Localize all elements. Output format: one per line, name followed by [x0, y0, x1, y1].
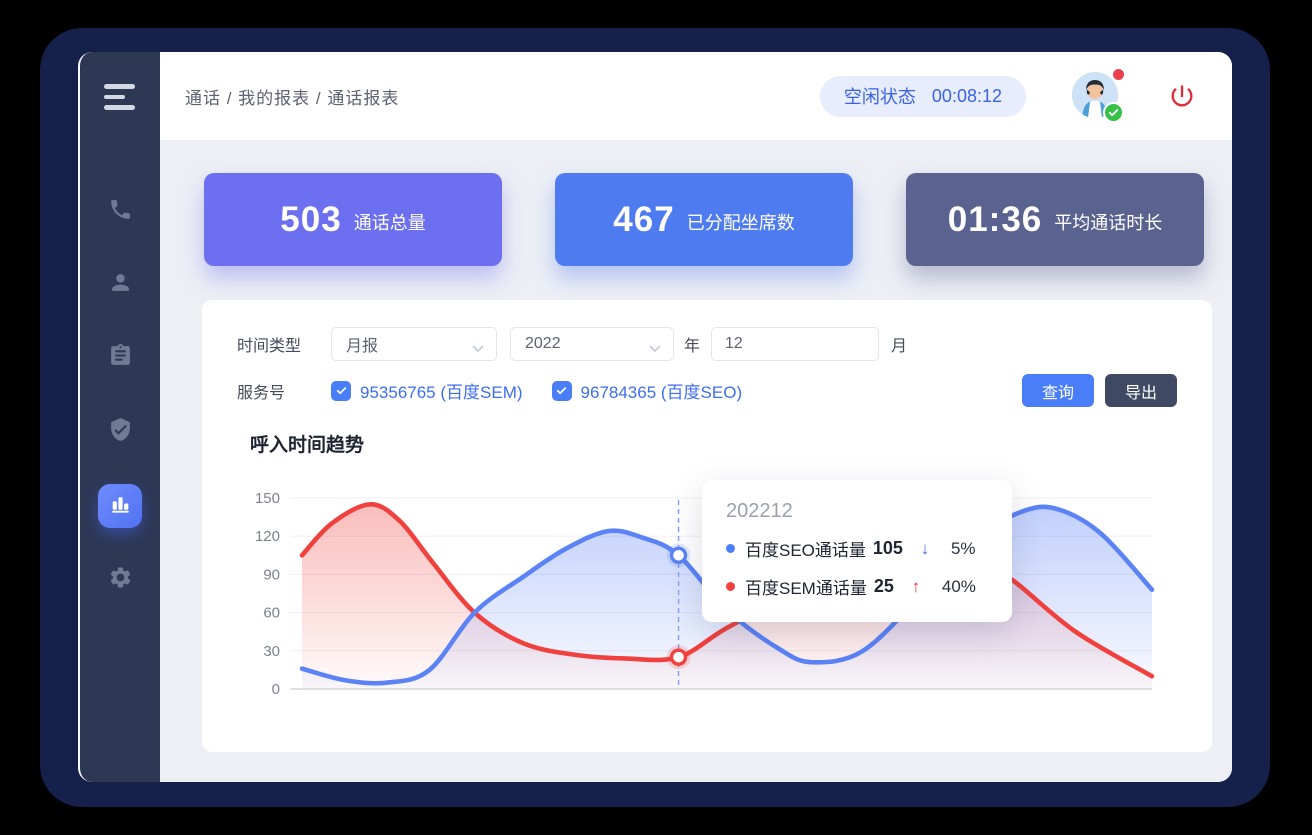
year-value: 2022	[525, 335, 561, 352]
gear-icon	[108, 565, 133, 595]
time-filter-row: 时间类型 月报 2022 年 月	[237, 327, 907, 361]
time-type-value: 月报	[346, 338, 379, 355]
tooltip-series-value: 105	[872, 538, 903, 558]
avatar-image	[1072, 72, 1118, 118]
header: 通话 / 我的报表 / 通话报表 空闲状态 00:08:12	[160, 52, 1232, 140]
sidebar-item-reports[interactable]	[98, 484, 142, 528]
phone-icon	[108, 197, 133, 227]
service-label: 服务号	[237, 384, 286, 402]
svg-text:90: 90	[263, 566, 280, 583]
tooltip-row-seo: 百度SEO通话量 105 ↓ 5%	[726, 536, 988, 561]
stat-label: 平均通话时长	[1054, 212, 1163, 233]
notification-dot	[1113, 69, 1124, 80]
query-button[interactable]: 查询	[1021, 374, 1094, 407]
shield-check-icon	[108, 417, 133, 447]
sidebar-item-contacts[interactable]	[98, 263, 142, 307]
app-window: 通话 / 我的报表 / 通话报表 空闲状态 00:08:12	[78, 52, 1232, 782]
report-panel: 时间类型 月报 2022 年 月 服务号 95356765 (百度SEM)	[202, 300, 1212, 752]
year-select[interactable]: 2022	[510, 327, 674, 361]
export-button[interactable]: 导出	[1104, 374, 1177, 407]
stat-label: 通话总量	[353, 212, 426, 233]
arrow-down-icon: ↓	[920, 538, 930, 558]
agent-status-badge[interactable]: 空闲状态 00:08:12	[819, 75, 1026, 117]
sidebar-item-settings[interactable]	[98, 558, 142, 602]
stat-cards: 503 通话总量 467 已分配坐席数 01:36 平均通话时长	[204, 173, 1204, 266]
online-check-icon	[1103, 102, 1124, 123]
stat-card-total-calls: 503 通话总量	[204, 173, 502, 266]
tooltip-series-value: 25	[873, 576, 894, 596]
sidebar	[80, 52, 160, 782]
stat-value: 467	[613, 199, 675, 239]
arrow-up-icon: ↑	[911, 576, 921, 596]
user-avatar[interactable]	[1072, 69, 1124, 123]
year-unit-label: 年	[684, 338, 701, 355]
tooltip-series-percent: 5%	[950, 538, 976, 558]
checkbox-checked-icon	[331, 380, 351, 401]
time-type-select[interactable]: 月报	[331, 327, 497, 361]
sidebar-item-security[interactable]	[98, 410, 142, 454]
stat-card-assigned-agents: 467 已分配坐席数	[555, 173, 853, 266]
clipboard-icon	[108, 343, 133, 373]
main-content: 503 通话总量 467 已分配坐席数 01:36 平均通话时长 时间类型 月报	[160, 140, 1232, 782]
trend-chart[interactable]: 0 30 60 90 120 150 202212 百度SEO通话量 105 ↓ 5%	[234, 480, 1180, 728]
service-checkbox-seo[interactable]: 96784365 (百度SEO)	[551, 378, 743, 403]
sidebar-item-calls[interactable]	[98, 190, 142, 234]
chevron-down-icon	[472, 340, 484, 358]
checkbox-checked-icon	[551, 380, 572, 401]
month-unit-label: 月	[891, 338, 908, 355]
stat-label: 已分配坐席数	[686, 212, 795, 233]
svg-text:150: 150	[255, 490, 280, 507]
chart-tooltip: 202212 百度SEO通话量 105 ↓ 5% 百度SEM通话量 25 ↑ 4…	[702, 480, 1012, 622]
menu-toggle-icon[interactable]	[104, 84, 136, 114]
svg-text:120: 120	[255, 528, 280, 545]
chevron-down-icon	[649, 340, 661, 358]
stat-value: 01:36	[947, 199, 1043, 239]
service-sem-label: 95356765 (百度SEM)	[360, 383, 523, 402]
chart-title: 呼入时间趋势	[250, 435, 365, 456]
service-seo-label: 96784365 (百度SEO)	[580, 383, 743, 402]
service-filter-row: 服务号 95356765 (百度SEM) 96784365 (百度SEO) 查询…	[237, 374, 1177, 407]
tooltip-series-label: 百度SEO通话量	[745, 541, 866, 560]
svg-text:0: 0	[272, 681, 280, 698]
time-type-label: 时间类型	[237, 338, 302, 355]
status-label: 空闲状态	[843, 87, 916, 107]
month-input[interactable]	[711, 327, 880, 361]
series-dot-icon	[726, 544, 735, 553]
logout-power-icon[interactable]	[1168, 82, 1196, 110]
series-dot-icon	[726, 582, 735, 591]
service-checkbox-sem[interactable]: 95356765 (百度SEM)	[331, 378, 523, 403]
tooltip-row-sem: 百度SEM通话量 25 ↑ 40%	[726, 574, 988, 599]
bar-chart-icon	[108, 491, 133, 521]
stat-value: 503	[280, 199, 342, 239]
stat-card-avg-duration: 01:36 平均通话时长	[906, 173, 1204, 266]
breadcrumb: 通话 / 我的报表 / 通话报表	[185, 88, 400, 108]
user-icon	[108, 270, 133, 300]
tooltip-series-percent: 40%	[941, 576, 976, 596]
tooltip-series-label: 百度SEM通话量	[745, 579, 867, 598]
status-timer: 00:08:12	[931, 85, 1002, 106]
svg-text:60: 60	[263, 605, 280, 622]
svg-text:30: 30	[263, 643, 280, 660]
tooltip-date: 202212	[726, 500, 793, 522]
sidebar-item-tasks[interactable]	[98, 336, 142, 380]
